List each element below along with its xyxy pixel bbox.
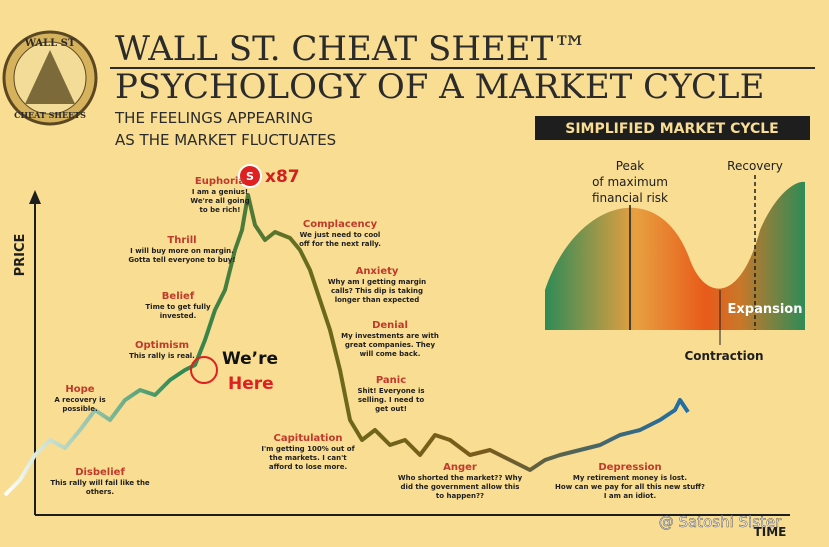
stage-description: the markets. I can't: [269, 454, 347, 462]
stage-description: I am a genius!: [192, 188, 248, 196]
here-text: We’re: [222, 349, 278, 369]
logo-bottom: CHEAT SHEETS: [14, 110, 86, 120]
stage-description: Who shorted the market?? Why: [398, 474, 523, 482]
stage-name: Denial: [372, 320, 408, 331]
badge-icon: [238, 164, 262, 188]
stage-name: Panic: [376, 375, 406, 386]
stage-name: Euphoria: [195, 176, 245, 187]
inset-title-box: [535, 116, 810, 140]
tagline: AS THE MARKET FLUCTUATES: [115, 131, 336, 149]
stage-description: We're all going: [190, 197, 249, 205]
peak-label: financial risk: [592, 191, 668, 205]
stage-description: get out!: [375, 405, 407, 413]
stage-name: Depression: [598, 462, 661, 473]
stage-description: Shit! Everyone is: [357, 387, 424, 395]
badge-multiplier: x87: [265, 167, 300, 187]
stage-description: This rally is real.: [129, 352, 195, 360]
logo-top: WALL ST: [24, 38, 76, 49]
stage-description: to be rich!: [200, 206, 241, 214]
stage-description: A recovery is: [54, 396, 105, 404]
stage-name: Disbelief: [75, 467, 125, 478]
here-marker: [190, 356, 218, 384]
recovery-label: Recovery: [727, 159, 783, 173]
stage-name: Complacency: [303, 219, 378, 230]
inset-title: SIMPLIFIED MARKET CYCLE: [565, 121, 779, 137]
stage-description: possible.: [62, 405, 97, 413]
stage-description: calls? This dip is taking: [331, 287, 423, 295]
stage-description: to happen??: [436, 492, 484, 500]
y-arrow: [29, 190, 41, 204]
price-path: [3, 193, 690, 497]
subtitle: PSYCHOLOGY OF A MARKET CYCLE: [115, 67, 764, 107]
stage-description: will come back.: [360, 350, 421, 358]
stage-description: others.: [86, 488, 114, 496]
stage-description: selling. I need to: [358, 396, 425, 404]
stage-description: off for the next rally.: [299, 240, 381, 248]
stage-description: This rally will fail like the: [50, 479, 150, 487]
stage-description: I am an idiot.: [604, 492, 656, 500]
stage-description: Why am I getting margin: [328, 278, 426, 286]
stage-description: great companies. They: [345, 341, 436, 349]
stage-description: My investments are with: [341, 332, 439, 340]
logo: WALL ST CHEAT SHEETS: [2, 30, 98, 126]
title: WALL ST. CHEAT SHEET™: [115, 29, 587, 69]
peak-label: Peak: [616, 159, 645, 173]
stage-name: Optimism: [135, 340, 189, 351]
stage-description: My retirement money is lost.: [573, 474, 687, 482]
stage-name: Thrill: [167, 235, 196, 246]
tagline: THE FEELINGS APPEARING: [114, 109, 313, 127]
here-text: Here: [228, 374, 274, 394]
stage-description: longer than expected: [335, 296, 420, 304]
stage-description: Time to get fully: [145, 303, 211, 311]
stage-name: Capitulation: [274, 433, 343, 444]
stage-description: I will buy more on margin.: [130, 247, 234, 255]
stage-name: Anger: [443, 462, 477, 473]
stage-description: I'm getting 100% out of: [261, 445, 355, 453]
stage-name: Anxiety: [356, 266, 399, 277]
x-axis-label: TIME: [754, 525, 787, 539]
stage-description: did the government allow this: [401, 483, 520, 491]
stage-description: We just need to cool: [300, 231, 381, 239]
expansion-label: Expansion: [728, 302, 803, 317]
y-axis-label: PRICE: [13, 234, 28, 277]
stage-description: Gotta tell everyone to buy!: [128, 256, 235, 264]
contraction-label: Contraction: [684, 349, 763, 363]
stage-name: Hope: [65, 384, 94, 395]
stage-description: How can we pay for all this new stuff?: [555, 483, 705, 491]
badge-icon-text: S: [246, 170, 254, 183]
cycle-area: [545, 181, 805, 330]
stage-description: afford to lose more.: [269, 463, 347, 471]
peak-label: of maximum: [592, 175, 668, 189]
stage-description: invested.: [160, 312, 197, 320]
watermark: @ Satoshi Sister: [659, 513, 782, 531]
stage-name: Belief: [162, 291, 195, 302]
